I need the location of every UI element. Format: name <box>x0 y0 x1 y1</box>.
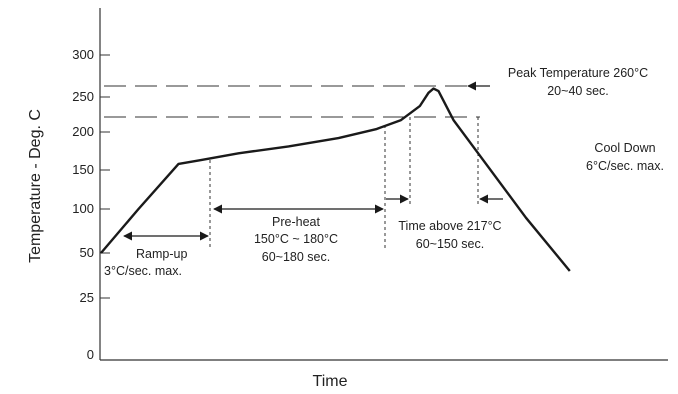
time-above-duration-label: 60~150 sec. <box>416 237 484 251</box>
time-above-label: Time above 217°C <box>398 219 501 233</box>
peak-duration-label: 20~40 sec. <box>547 84 609 98</box>
x-axis-title: Time <box>313 373 348 390</box>
preheat-label: Pre-heat <box>272 215 320 229</box>
y-tick-label: 25 <box>80 290 94 305</box>
y-axis-title: Temperature - Deg. C <box>27 109 44 263</box>
y-tick-label: 300 <box>72 47 94 62</box>
preheat-duration-label: 60~180 sec. <box>262 250 330 264</box>
y-tick-label: 200 <box>72 124 94 139</box>
y-tick-label: 150 <box>72 162 94 177</box>
cool-down-label: Cool Down <box>594 141 655 155</box>
ramp-up-rate-label: 3°C/sec. max. <box>104 264 182 278</box>
preheat-range-label: 150°C ~ 180°C <box>254 232 338 246</box>
y-tick-label: 0 <box>87 347 94 362</box>
temperature-profile-line <box>100 87 571 272</box>
y-tick-label: 50 <box>80 245 94 260</box>
cool-down-rate-label: 6°C/sec. max. <box>586 159 664 173</box>
ramp-up-label: Ramp-up <box>136 247 187 261</box>
y-tick-label: 100 <box>72 201 94 216</box>
y-tick-label: 250 <box>72 89 94 104</box>
peak-temperature-label: Peak Temperature 260°C <box>508 66 648 80</box>
y-tick-group: 0 25 50 100 150 200 250 300 <box>72 47 110 362</box>
